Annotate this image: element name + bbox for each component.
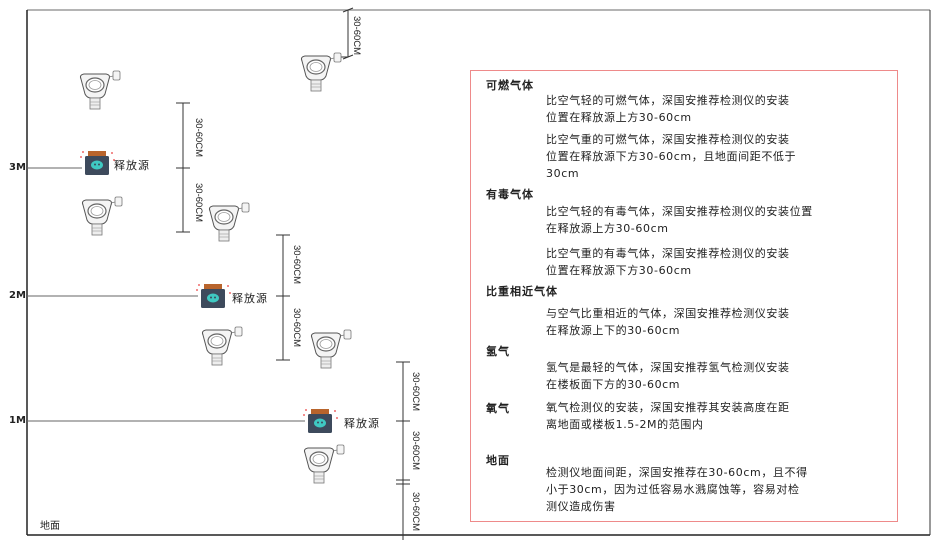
level-label-1m: 1M <box>9 415 26 426</box>
heading-toxic: 有毒气体 <box>486 188 534 201</box>
dimension-label: 30-60CM <box>410 431 421 471</box>
gas-detector-icon <box>79 70 121 110</box>
source-label: 释放源 <box>344 417 380 430</box>
dimension-label: 30-60CM <box>193 183 204 223</box>
gas-detector-icon <box>81 196 123 236</box>
dimension-label: 30-60CM <box>291 308 302 348</box>
oxygen-text: 氧气检测仪的安装，深国安推荐其安装高度在距 离地面或楼板1.5-2M的范围内 <box>546 401 790 431</box>
level-label-3m: 3M <box>9 162 26 173</box>
heading-combustible: 可燃气体 <box>486 79 534 92</box>
dimension-label: 30-60CM <box>193 118 204 158</box>
toxic-heavier-text: 比空气重的有毒气体，深国安推荐检测仪的安装 位置在释放源下方30-60cm <box>546 247 790 277</box>
toxic-lighter-text: 比空气轻的有毒气体，深国安推荐检测仪的安装位置 在释放源上方30-60cm <box>546 205 813 235</box>
gas-detector-icon <box>300 52 342 92</box>
installation-guidelines-panel: 可燃气体 比空气轻的可燃气体，深国安推荐检测仪的安装 位置在释放源上方30-60… <box>470 70 898 522</box>
floor-text: 检测仪地面间距，深国安推荐在30-60cm，且不得 小于30cm，因为过低容易水… <box>546 466 808 513</box>
heading-oxygen: 氧气 <box>486 402 510 415</box>
dimension-label: 30-60CM <box>410 492 421 532</box>
combustible-lighter-text: 比空气轻的可燃气体，深国安推荐检测仪的安装 位置在释放源上方30-60cm <box>546 94 790 124</box>
dimension-label: 30-60CM <box>351 16 362 56</box>
release-source-icon <box>303 409 338 433</box>
hydrogen-text: 氢气是最轻的气体，深国安推荐氢气检测仪安装 在楼板面下方的30-60cm <box>546 361 790 391</box>
gas-detector-icon <box>201 326 243 366</box>
similar-density-text: 与空气比重相近的气体，深国安推荐检测仪安装 在释放源上下的30-60cm <box>546 307 790 337</box>
heading-hydrogen: 氢气 <box>486 345 510 358</box>
gas-detector-icon <box>310 329 352 369</box>
dimension-label: 30-60CM <box>410 372 421 412</box>
release-source-icon <box>80 151 115 175</box>
gas-detector-icon <box>208 202 250 242</box>
floor-label: 地面 <box>40 521 60 532</box>
dimension-label: 30-60CM <box>291 245 302 285</box>
heading-similar-density: 比重相近气体 <box>486 285 558 298</box>
gas-detector-icon <box>303 444 345 484</box>
source-label: 释放源 <box>114 159 150 172</box>
level-label-2m: 2M <box>9 290 26 301</box>
heading-floor: 地面 <box>486 454 510 467</box>
combustible-heavier-text: 比空气重的可燃气体，深国安推荐检测仪的安装 位置在释放源下方30-60cm，且地… <box>546 133 797 180</box>
release-source-icon <box>196 284 231 308</box>
source-label: 释放源 <box>232 292 268 305</box>
